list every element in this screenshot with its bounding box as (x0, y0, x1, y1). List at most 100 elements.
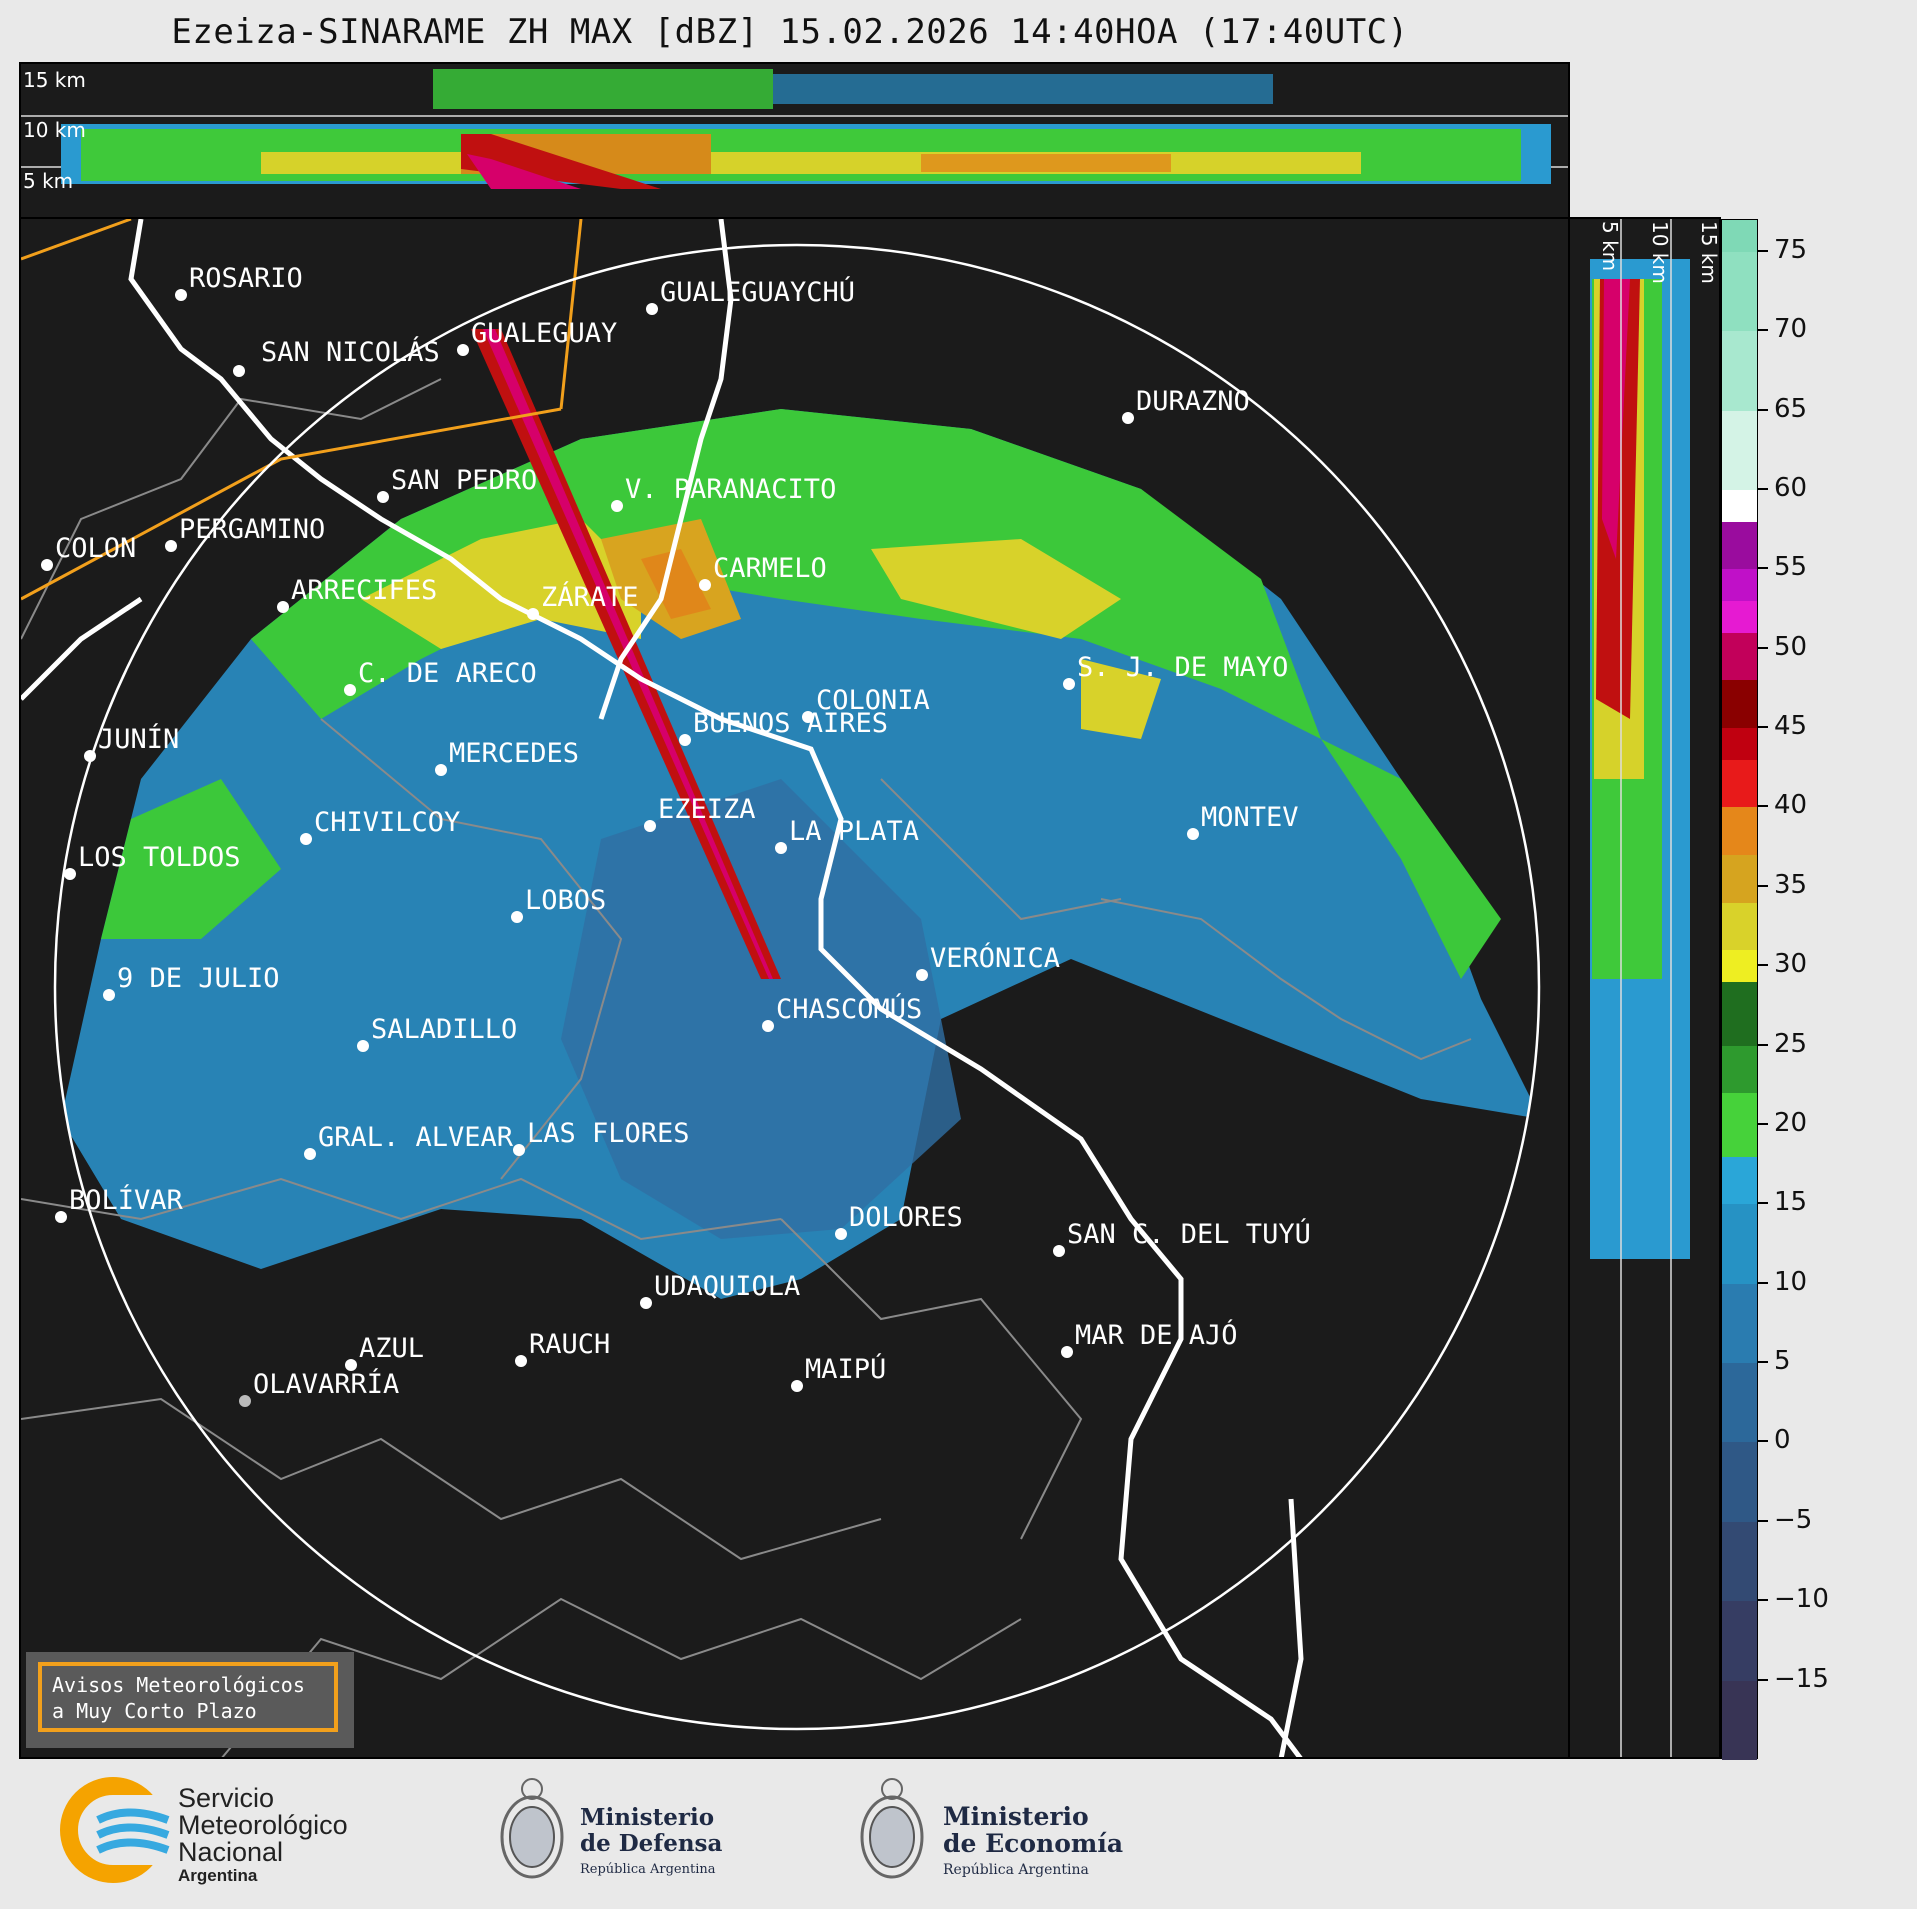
city-marker (55, 1211, 67, 1223)
city-marker (304, 1148, 316, 1160)
colorbar-tick (1758, 1043, 1768, 1046)
city-label: BUENOS AIRES (693, 708, 888, 739)
city-gral-alvear: GRAL. ALVEAR (304, 1122, 514, 1160)
colorbar-tick (1758, 329, 1768, 332)
colorbar-segment (1722, 1363, 1757, 1443)
city-label: AZUL (359, 1333, 424, 1364)
colorbar-tick-label: 30 (1774, 949, 1808, 980)
city-label: UDAQUIOLA (654, 1271, 800, 1302)
side-height-label-10: 10 km (1648, 221, 1672, 284)
city-label: RAUCH (529, 1329, 610, 1360)
city-saladillo: SALADILLO (357, 1014, 517, 1052)
city-la-plata: LA PLATA (775, 816, 919, 854)
smn-logo: Servicio Meteorológico Nacional Argentin… (58, 1775, 398, 1895)
city-marker (345, 1359, 357, 1371)
city-label: SALADILLO (371, 1014, 517, 1045)
city-bolivar: BOLÍVAR (55, 1184, 184, 1223)
city-label: LOBOS (525, 885, 606, 916)
aviso-frame: Avisos Meteorológicos a Muy Corto Plazo (38, 1662, 338, 1732)
city-label: BOLÍVAR (69, 1184, 184, 1216)
colorbar-segment (1722, 601, 1757, 633)
city-label: CARMELO (713, 553, 827, 584)
city-marker (511, 911, 523, 923)
top-cross-section-graphic (21, 69, 1568, 189)
city-marker (835, 1228, 847, 1240)
colorbar-segment (1722, 251, 1757, 332)
radar-echoes (61, 329, 1539, 1299)
colorbar-tick (1758, 964, 1768, 967)
colorbar-tick-label: 10 (1774, 1266, 1808, 1297)
side-height-label-5: 5 km (1598, 221, 1622, 272)
admin-boundaries (21, 378, 1472, 1757)
colorbar-segment (1722, 1045, 1757, 1094)
city-label: LOS TOLDOS (78, 842, 241, 873)
city-marker (762, 1020, 774, 1032)
city-label: COLON (55, 533, 136, 564)
colorbar-segment (1722, 410, 1757, 490)
colorbar-tick (1758, 1599, 1768, 1602)
colorbar-tick-label: −5 (1774, 1504, 1813, 1535)
colorbar-tick (1758, 408, 1768, 411)
colorbar-tick-label: 75 (1774, 234, 1808, 265)
colorbar-tick-label: −15 (1774, 1663, 1829, 1694)
city-las-flores: LAS FLORES (513, 1118, 690, 1156)
city-marker (916, 969, 928, 981)
city-chivilcoy: CHIVILCOY (300, 807, 460, 845)
defensa-logo: Ministerio de Defensa República Argentin… (495, 1775, 775, 1895)
city-c-de-areco: C. DE ARECO (344, 658, 537, 696)
city-azul: AZUL (345, 1333, 424, 1371)
colorbar-tick-label: 5 (1774, 1346, 1791, 1377)
city-label: VERÓNICA (930, 942, 1060, 974)
city-marker (64, 868, 76, 880)
colorbar-segment (1722, 728, 1757, 760)
city-v-paranacito: V. PARANACITO (611, 474, 836, 512)
aviso-line-1: Avisos Meteorológicos (52, 1673, 305, 1697)
colorbar-tick-label: 60 (1774, 472, 1808, 503)
coat-of-arms-icon (500, 1778, 564, 1879)
city-marker (165, 540, 177, 552)
city-marker (84, 750, 96, 762)
colorbar-segment (1722, 982, 1757, 1046)
colorbar-tick (1758, 726, 1768, 729)
city-marker (175, 289, 187, 301)
city-marker (775, 842, 787, 854)
colorbar-segment (1722, 1680, 1757, 1760)
city-label: GUALEGUAYCHÚ (660, 276, 855, 308)
colorbar-segment (1722, 632, 1757, 681)
city-label: DOLORES (849, 1202, 963, 1233)
colorbar-segment (1722, 220, 1757, 252)
colorbar-segment (1722, 902, 1757, 951)
colorbar-segment (1722, 1601, 1757, 1681)
aviso-box[interactable]: Avisos Meteorológicos a Muy Corto Plazo (26, 1652, 354, 1748)
city-olavarria: OLAVARRÍA (239, 1368, 399, 1407)
city-rosario: ROSARIO (175, 263, 303, 301)
colorbar-segment (1722, 521, 1757, 570)
city-marker (435, 764, 447, 776)
city-label: COLONIA (816, 685, 930, 716)
colorbar-segment (1722, 331, 1757, 411)
city-maipu: MAIPÚ (791, 1353, 886, 1392)
city-label: GRAL. ALVEAR (318, 1122, 514, 1153)
colorbar-tick (1758, 1202, 1768, 1205)
city-marker (41, 559, 53, 571)
coastline (21, 219, 1304, 1757)
economia-line-2: de Economía (943, 1829, 1124, 1858)
colorbar-tick-label: 45 (1774, 711, 1808, 742)
side-cross-section-graphic (1590, 219, 1690, 1757)
city-marker (277, 601, 289, 613)
city-label: LA PLATA (789, 816, 919, 847)
city-marker (1122, 412, 1134, 424)
colorbar-tick (1758, 1281, 1768, 1284)
colorbar-tick-label: 50 (1774, 631, 1808, 662)
colorbar-tick-label: −10 (1774, 1584, 1829, 1615)
city-carmelo: CARMELO (699, 553, 827, 591)
city-rauch: RAUCH (515, 1329, 610, 1367)
radar-map-graphic: ROSARIO GUALEGUAYCHÚ GUALEGUAY SAN NICOLÁS D… (21, 219, 1541, 1757)
city-san-pedro: SAN PEDRO (377, 465, 537, 503)
city-label: CHASCOMÚS (776, 993, 922, 1025)
city-chascomus: CHASCOMÚS (762, 993, 922, 1032)
city-ezeiza: EZEIZA (644, 794, 756, 832)
city-label: ROSARIO (189, 263, 303, 294)
city-junin: JUNÍN (84, 723, 179, 762)
city-mercedes: MERCEDES (435, 738, 579, 776)
